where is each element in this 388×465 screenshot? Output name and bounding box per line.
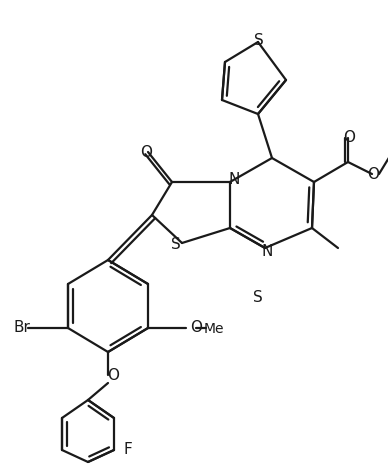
Text: S: S bbox=[254, 33, 264, 47]
Text: Me: Me bbox=[204, 322, 225, 336]
Text: F: F bbox=[124, 443, 132, 458]
Text: O: O bbox=[190, 320, 202, 336]
Text: O: O bbox=[107, 367, 119, 383]
Text: N: N bbox=[228, 172, 240, 186]
Text: S: S bbox=[171, 237, 181, 252]
Text: O: O bbox=[343, 129, 355, 145]
Text: Br: Br bbox=[14, 320, 30, 336]
Text: O: O bbox=[140, 145, 152, 159]
Text: O: O bbox=[367, 166, 379, 181]
Text: S: S bbox=[253, 291, 263, 306]
Text: N: N bbox=[261, 245, 273, 259]
